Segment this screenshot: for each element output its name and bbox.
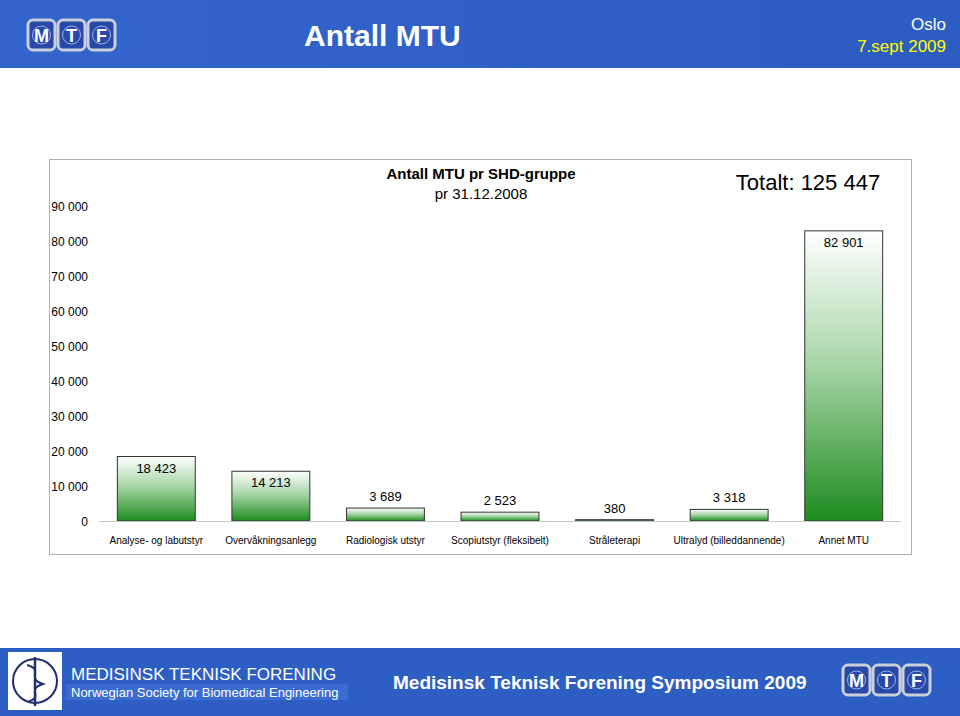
bar [461,512,539,521]
x-tick-label: Scopiutstyr (fleksibelt) [451,535,549,546]
x-tick-label: Overvåkningsanlegg [225,535,316,546]
logo-box [873,665,900,695]
chart-subtitle: pr 31.12.2008 [435,185,528,202]
y-tick-label: 80 000 [51,235,88,249]
logo-letter: F [911,671,922,691]
y-tick [95,346,99,347]
footer-bar [0,646,960,716]
y-tick-label: 70 000 [51,270,88,284]
slide: MTFAntall MTUOslo7.sept 2009010 00020 00… [0,0,960,716]
bar [690,509,768,521]
bar [232,471,310,521]
logo-box [88,20,115,50]
data-label: 3 689 [369,489,402,504]
y-tick [95,311,99,312]
logo-box [843,665,870,695]
y-tick [95,416,99,417]
data-labels: 18 423 14 213 3 689 2 523 380 3 318 82 901 [136,235,863,516]
y-tick [95,521,99,522]
chart-frame [50,160,912,555]
bar [346,508,424,521]
event-name: Medisinsk Teknisk Forening Symposium 200… [393,672,807,693]
bar [805,231,883,521]
x-tick-label: Ultralyd (billeddannende) [674,535,785,546]
y-tick [95,381,99,382]
logo: MTF [843,665,930,695]
y-tick [95,486,99,487]
data-label: 380 [604,501,626,516]
slide-title: Antall MTU [304,19,461,52]
logo-box [28,20,55,50]
logo-letter: M [849,671,864,691]
y-tick-label: 0 [81,515,88,529]
y-tick-label: 20 000 [51,445,88,459]
org-en-bg [66,684,348,700]
y-tick [95,241,99,242]
data-label: 82 901 [824,235,864,250]
logo-letter: M [34,26,49,46]
emblem-snake [27,665,43,702]
logo-box [58,20,85,50]
emblem-bg [8,652,62,710]
x-tick-label: Annet MTU [818,535,869,546]
x-axis-line [99,521,901,522]
date: 7.sept 2009 [857,37,946,56]
header-bar [0,0,960,70]
y-tick [95,206,99,207]
header-rule [0,68,960,70]
data-label: 2 523 [484,493,517,508]
y-tick [95,451,99,452]
total-annotation: Totalt: 125 447 [736,170,880,195]
bars [117,231,882,521]
logo: MTF [28,20,115,50]
logo-letter: T [66,26,77,46]
data-label: 18 423 [136,461,176,476]
y-tick-label: 40 000 [51,375,88,389]
bar [117,457,195,521]
y-tick-label: 90 000 [51,200,88,214]
x-axis: Analyse- og labutstyr Overvåkningsanlegg R… [110,535,869,546]
chart-title: Antall MTU pr SHD-gruppe [386,165,575,182]
logo-letter: F [96,26,107,46]
place: Oslo [911,15,946,34]
data-label: 14 213 [251,475,291,490]
x-tick-label: Stråleterapi [589,535,640,546]
x-tick-label: Analyse- og labutstyr [110,535,204,546]
bar [576,520,654,521]
emblem [8,652,62,710]
y-tick-label: 30 000 [51,410,88,424]
footer-rule [0,646,960,648]
org-name: MEDISINSK TEKNISK FORENING [71,665,336,684]
data-label: 3 318 [713,490,746,505]
logo-letter: T [881,671,892,691]
x-tick-label: Radiologisk utstyr [346,535,426,546]
y-tick-label: 50 000 [51,340,88,354]
y-axis: 0 10 000 20 000 30 000 40 000 50 000 60 000 70 … [51,200,99,529]
y-tick-label: 60 000 [51,305,88,319]
y-tick-label: 10 000 [51,480,88,494]
logo-box [903,665,930,695]
org-name-en: Norwegian Society for Biomedical Enginee… [71,685,338,700]
y-tick [95,276,99,277]
